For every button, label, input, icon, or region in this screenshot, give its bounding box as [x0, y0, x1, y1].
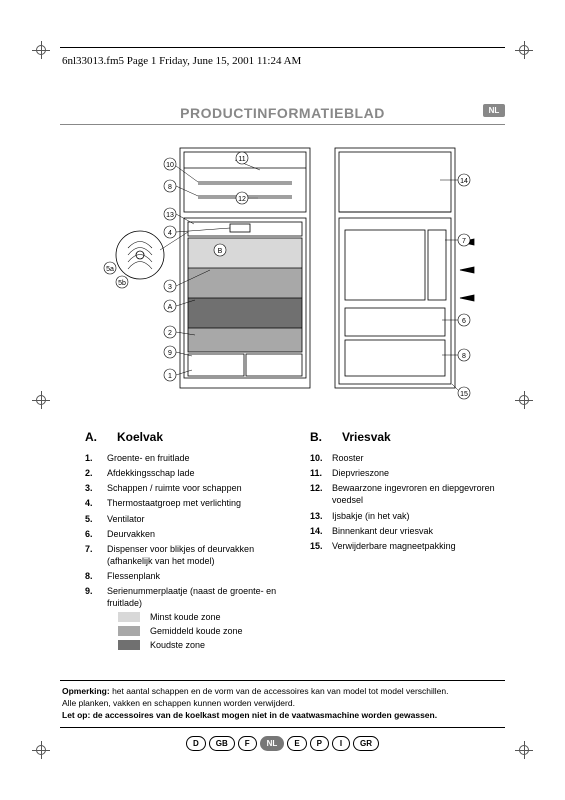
list-item: 8.Flessenplank: [85, 570, 280, 582]
svg-text:15: 15: [460, 391, 468, 398]
svg-text:B: B: [218, 248, 223, 255]
list-item: 9.Serienummerplaatje (naast de groente- …: [85, 585, 280, 609]
language-badge: NL: [483, 104, 505, 117]
list-item: 6.Deurvakken: [85, 528, 280, 540]
spec-columns: A.Koelvak 1.Groente- en fruitlade 2.Afdek…: [85, 430, 505, 613]
svg-text:7: 7: [462, 238, 466, 245]
title-row: PRODUCTINFORMATIEBLAD: [60, 105, 505, 125]
list-item: 15.Verwijderbare magneetpakking: [310, 540, 505, 552]
section-a: A.Koelvak 1.Groente- en fruitlade 2.Afdek…: [85, 430, 280, 613]
section-b-list: 10.Rooster 11.Diepvrieszone 12.Bewaarzone …: [310, 452, 505, 552]
svg-text:8: 8: [168, 184, 172, 191]
svg-text:12: 12: [238, 196, 246, 203]
svg-text:13: 13: [166, 212, 174, 219]
crop-mark-tr: [515, 41, 533, 59]
lang-pill-e[interactable]: E: [287, 736, 306, 751]
lang-pill-f[interactable]: F: [238, 736, 257, 751]
header-divider: [60, 47, 505, 48]
svg-text:5b: 5b: [118, 280, 126, 287]
crop-mark-tl: [32, 41, 50, 59]
lang-pill-nl[interactable]: NL: [260, 736, 285, 751]
legend-row: Minst koude zone: [118, 612, 243, 622]
legend-row: Koudste zone: [118, 640, 243, 650]
svg-text:9: 9: [168, 350, 172, 357]
list-item: 10.Rooster: [310, 452, 505, 464]
list-item: 3.Schappen / ruimte voor schappen: [85, 482, 280, 494]
svg-text:10: 10: [166, 162, 174, 169]
list-item: 14.Binnenkant deur vriesvak: [310, 525, 505, 537]
svg-text:3: 3: [168, 284, 172, 291]
header-filename: 6nl33013.fm5 Page 1 Friday, June 15, 200…: [62, 55, 301, 67]
list-item: 2.Afdekkingsschap lade: [85, 467, 280, 479]
product-diagram: 10 8 13 4 5b 5a 3 A 2 9 1 11 12 B 14 7 6…: [80, 140, 480, 410]
zone-legend: Minst koude zone Gemiddeld koude zone Koud…: [118, 612, 243, 654]
svg-text:1: 1: [168, 373, 172, 380]
crop-mark-mr: [515, 391, 533, 409]
list-item: 11.Diepvrieszone: [310, 467, 505, 479]
crop-mark-ml: [32, 391, 50, 409]
lang-pill-gb[interactable]: GB: [209, 736, 235, 751]
svg-text:2: 2: [168, 330, 172, 337]
lang-pill-p[interactable]: P: [310, 736, 329, 751]
lang-pill-gr[interactable]: GR: [353, 736, 379, 751]
list-item: 13.Ijsbakje (in het vak): [310, 510, 505, 522]
section-b: B.Vriesvak 10.Rooster 11.Diepvrieszone 12.…: [310, 430, 505, 613]
svg-text:8: 8: [462, 353, 466, 360]
svg-text:4: 4: [168, 230, 172, 237]
svg-text:6: 6: [462, 318, 466, 325]
legend-row: Gemiddeld koude zone: [118, 626, 243, 636]
list-item: 4.Thermostaatgroep met verlichting: [85, 497, 280, 509]
page-title: PRODUCTINFORMATIEBLAD: [60, 105, 505, 121]
list-item: 12.Bewaarzone ingevroren en diepgevroren…: [310, 482, 505, 506]
section-b-heading: B.Vriesvak: [310, 430, 505, 444]
section-a-list: 1.Groente- en fruitlade 2.Afdekkingsschap…: [85, 452, 280, 610]
lang-pill-i[interactable]: I: [332, 736, 350, 751]
svg-text:5a: 5a: [106, 266, 114, 273]
svg-text:A: A: [168, 304, 173, 311]
section-a-heading: A.Koelvak: [85, 430, 280, 444]
list-item: 7.Dispenser voor blikjes of deurvakken (…: [85, 543, 280, 567]
list-item: 1.Groente- en fruitlade: [85, 452, 280, 464]
svg-text:14: 14: [460, 178, 468, 185]
title-underline: [60, 124, 505, 125]
svg-text:11: 11: [238, 156, 245, 163]
list-item: 5.Ventilator: [85, 513, 280, 525]
lang-pill-d[interactable]: D: [186, 736, 206, 751]
language-selector: DGBFNLEPIGR: [0, 736, 565, 751]
note-box: Opmerking: het aantal schappen en de vor…: [60, 680, 505, 728]
